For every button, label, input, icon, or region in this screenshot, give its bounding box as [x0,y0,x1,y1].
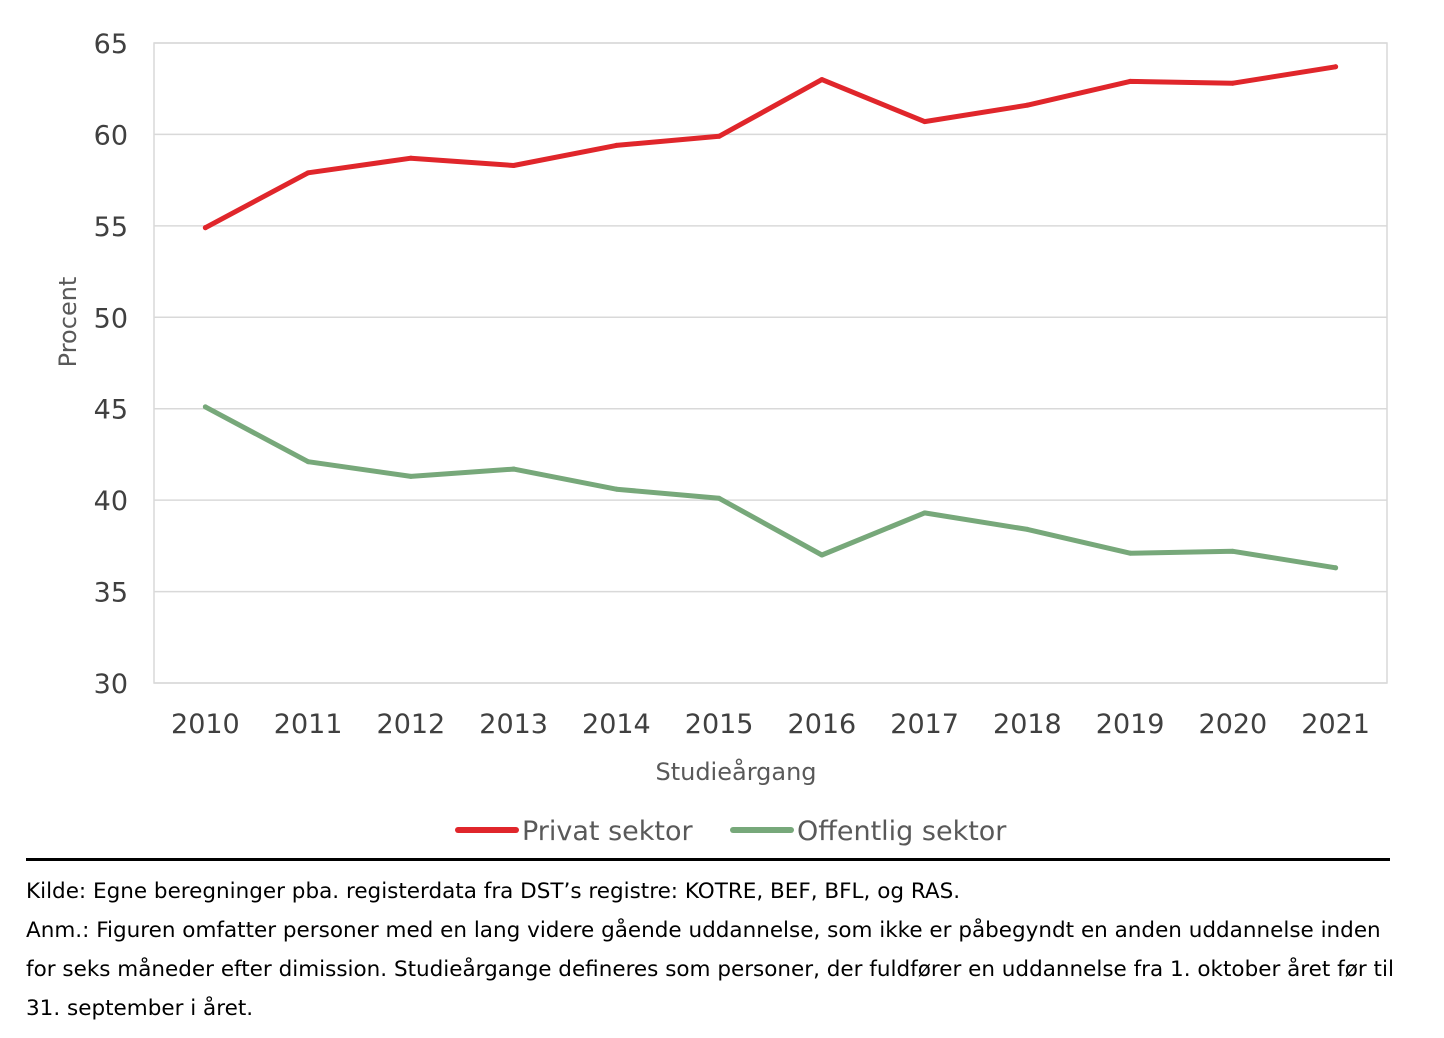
figure-notes: Kilde: Egne beregninger pba. registerdat… [26,872,1401,1028]
data-point [1127,550,1133,556]
data-point [819,552,825,558]
x-tick-label: 2014 [582,709,651,740]
data-point [305,459,311,465]
remark-note: Anm.: Figuren omfatter personer med en l… [26,918,1394,1021]
x-tick-label: 2016 [788,709,857,740]
y-tick-label: 40 [94,486,128,517]
data-point [922,510,928,516]
divider-rule [26,858,1390,861]
data-point [408,155,414,161]
data-point [511,466,517,472]
data-point [1024,526,1030,532]
y-tick-label: 35 [94,578,128,609]
data-point [511,163,517,169]
series-line-0 [202,64,1339,231]
legend-label-0: Privat sektor [522,816,694,847]
x-tick-label: 2021 [1301,709,1370,740]
x-axis-title: Studieårgang [655,757,816,786]
legend: Privat sektor Offentlig sektor [455,816,1007,847]
data-point [202,404,208,410]
y-tick-label: 45 [94,395,128,426]
x-tick-label: 2010 [171,709,240,740]
data-point [305,170,311,176]
data-point [613,142,619,148]
x-tick-label: 2012 [377,709,446,740]
y-tick-label: 50 [94,303,128,334]
data-point [1230,548,1236,554]
y-tick-label: 60 [94,120,128,151]
data-point [1333,565,1339,571]
grid-lines [154,42,1387,684]
data-point [1024,102,1030,108]
data-point [1230,80,1236,86]
y-tick-labels: 30 35 40 45 50 55 60 65 [94,29,128,700]
plot-area-border [153,42,1388,684]
data-point [202,225,208,231]
data-point [716,133,722,139]
x-tick-labels: 2010 2011 2012 2013 2014 2015 2016 2017 2018 2019… [171,709,1370,740]
data-point [613,486,619,492]
y-tick-label: 65 [94,29,128,60]
data-point [1127,78,1133,84]
x-tick-label: 2019 [1096,709,1165,740]
data-point [922,119,928,125]
series-line-1 [202,404,1339,571]
source-note: Kilde: Egne beregninger pba. registerdat… [26,879,961,904]
data-point [408,473,414,479]
x-tick-label: 2020 [1199,709,1268,740]
x-tick-label: 2011 [274,709,343,740]
data-point [1333,64,1339,70]
y-axis-title: Procent [54,277,82,368]
y-tick-label: 55 [94,212,128,243]
x-tick-label: 2015 [685,709,754,740]
series-lines [202,64,1339,571]
y-tick-label: 30 [94,669,128,700]
x-tick-label: 2018 [993,709,1062,740]
data-point [819,77,825,83]
x-tick-label: 2013 [479,709,548,740]
legend-label-1: Offentlig sektor [797,816,1007,847]
x-tick-label: 2017 [890,709,959,740]
data-point [716,495,722,501]
